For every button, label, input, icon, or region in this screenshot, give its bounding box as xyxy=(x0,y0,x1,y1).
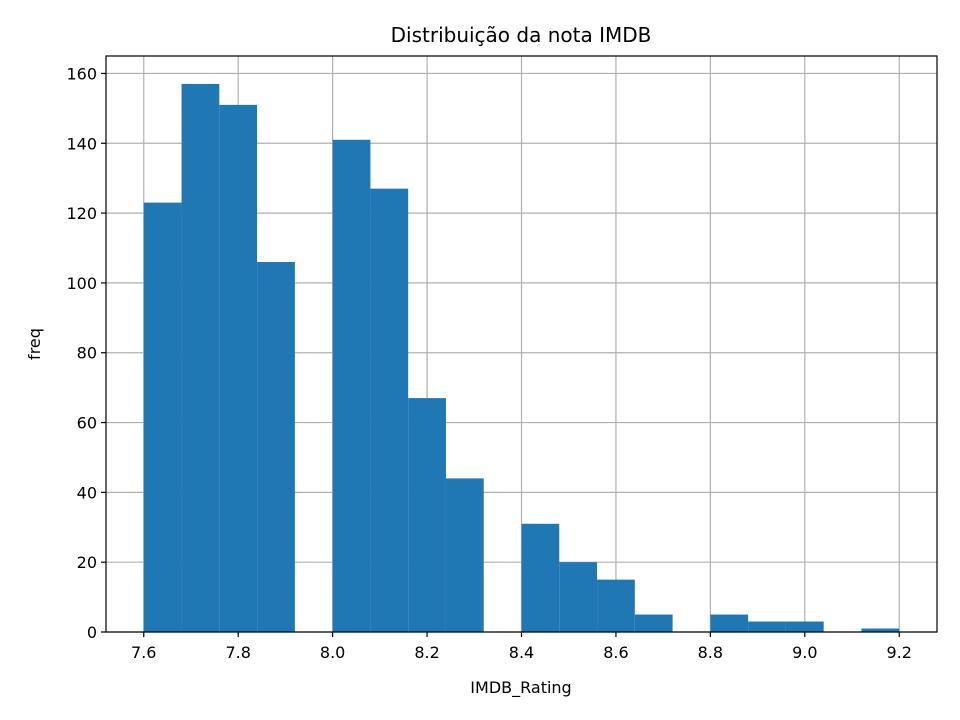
histogram-bar xyxy=(445,478,484,632)
chart-title: Distribuição da nota IMDB xyxy=(391,23,652,47)
y-tick-label: 40 xyxy=(77,483,97,502)
histogram-bar xyxy=(181,83,220,633)
y-tick-label: 0 xyxy=(87,623,97,642)
histogram-bar xyxy=(370,188,409,632)
x-tick-label: 9.0 xyxy=(792,643,817,662)
axes: 7.6 7.8 8.0 8.2 8.4 8.6 8.8 9.0 9.2 0 20 40 60 80 100 1… xyxy=(66,55,938,662)
y-tick-label: 60 xyxy=(77,414,97,433)
y-tick-label: 80 xyxy=(77,344,97,363)
histogram-bar xyxy=(710,614,749,632)
histogram-bar xyxy=(332,139,371,633)
y-tick-label: 20 xyxy=(77,553,97,572)
histogram-bar xyxy=(408,398,446,632)
histogram-bar xyxy=(748,621,786,632)
y-tick-label: 140 xyxy=(66,134,97,153)
bars xyxy=(143,83,900,633)
histogram-bar xyxy=(634,614,673,632)
x-tick-label: 9.2 xyxy=(887,643,912,662)
x-axis-label: IMDB_Rating xyxy=(470,678,571,698)
x-tick-label: 8.0 xyxy=(320,643,345,662)
y-tick-label: 100 xyxy=(66,274,97,293)
y-tick-label: 160 xyxy=(66,64,97,83)
histogram-bar xyxy=(257,261,295,632)
x-tick-label: 8.8 xyxy=(698,643,723,662)
x-tick-label: 8.4 xyxy=(509,643,534,662)
x-tick-label: 8.6 xyxy=(603,643,628,662)
y-tick-label: 120 xyxy=(66,204,97,223)
x-tick-label: 8.2 xyxy=(414,643,439,662)
histogram-bar xyxy=(559,562,598,632)
x-tick-label: 7.6 xyxy=(131,643,156,662)
histogram-bar xyxy=(861,628,900,632)
histogram-bar xyxy=(785,621,824,632)
y-axis-label: freq xyxy=(25,328,44,360)
histogram-bar xyxy=(521,523,560,632)
histogram-bar xyxy=(143,202,182,633)
histogram-bar xyxy=(597,579,635,632)
x-tick-label: 7.8 xyxy=(225,643,250,662)
histogram-bar xyxy=(219,104,258,632)
